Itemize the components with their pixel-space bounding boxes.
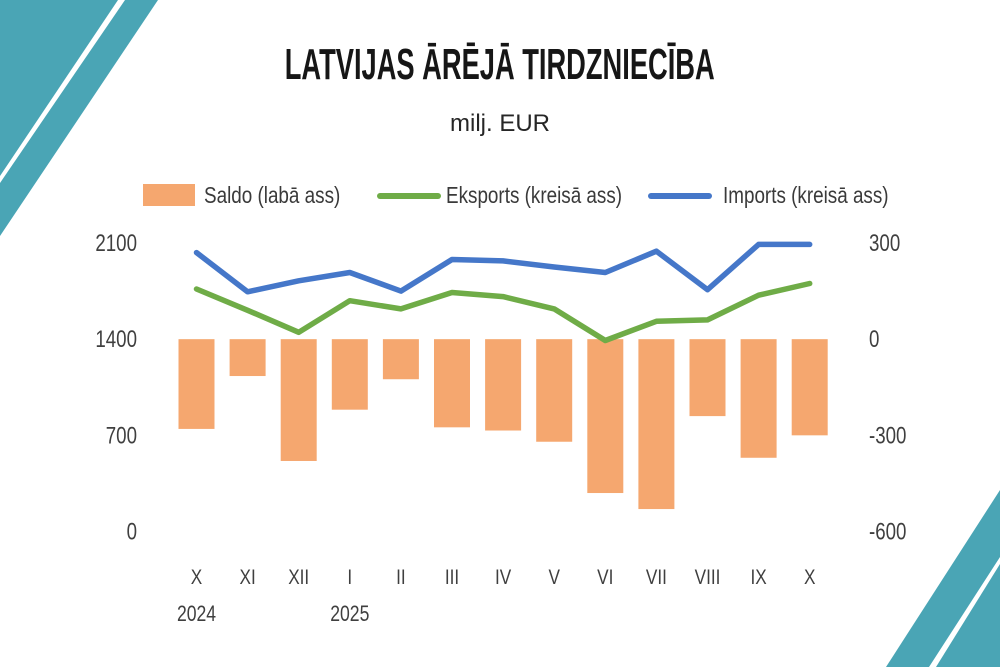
left-axis-tick-700: 700 xyxy=(106,422,137,449)
left-axis-tick-1400: 1400 xyxy=(95,326,137,353)
legend-saldo-label: Saldo (labā ass) xyxy=(204,182,341,208)
right-axis-tick--600: -600 xyxy=(869,518,906,545)
saldo-bar-0 xyxy=(178,339,215,429)
legend-imports-label: Imports (kreisā ass) xyxy=(723,182,889,208)
x-axis-month-5: III xyxy=(445,565,459,589)
x-axis-month-11: IX xyxy=(750,565,766,589)
legend-imports-swatch xyxy=(648,193,712,199)
x-axis-month-2: XII xyxy=(288,565,309,589)
legend-saldo-swatch xyxy=(143,184,195,206)
x-axis-year-2024: 2024 xyxy=(177,602,216,626)
x-axis-year-2025: 2025 xyxy=(330,602,369,626)
x-axis-month-8: VI xyxy=(597,565,613,589)
x-axis-month-12: X xyxy=(804,565,815,589)
eksports-line xyxy=(193,280,813,344)
x-axis-month-6: IV xyxy=(495,565,511,589)
saldo-bar-5 xyxy=(434,339,470,428)
page-title-text: LATVIJAS ĀRĒJĀ TIRDZNIECĪBA xyxy=(285,40,715,89)
saldo-bar-6 xyxy=(485,339,522,431)
left-axis-tick-2100: 2100 xyxy=(95,230,137,257)
legend-eksports-swatch xyxy=(377,193,441,199)
saldo-bar-10 xyxy=(689,339,726,417)
right-axis-tick--300: -300 xyxy=(869,422,906,449)
saldo-bar-9 xyxy=(638,339,675,510)
right-axis-tick-0: 0 xyxy=(869,326,879,353)
x-axis-month-3: I xyxy=(347,565,352,589)
saldo-bar-7 xyxy=(536,339,573,442)
page-subtitle: milj. EUR xyxy=(0,110,1000,138)
saldo-bar-3 xyxy=(331,339,368,410)
x-axis-month-4: II xyxy=(396,565,406,589)
saldo-bar-12 xyxy=(791,339,828,436)
x-axis-month-0: X xyxy=(191,565,202,589)
legend-eksports-label: Eksports (kreisā ass) xyxy=(446,182,623,208)
imports-line xyxy=(193,241,813,295)
right-axis-tick-300: 300 xyxy=(869,230,900,257)
saldo-bar-11 xyxy=(740,339,777,458)
x-axis-month-1: XI xyxy=(239,565,255,589)
left-axis-tick-0: 0 xyxy=(127,518,137,545)
saldo-bar-2 xyxy=(280,339,317,461)
saldo-bar-8 xyxy=(587,339,624,494)
x-axis-month-10: VIII xyxy=(695,565,721,589)
x-axis-month-7: V xyxy=(548,565,559,589)
saldo-bar-4 xyxy=(382,339,419,380)
saldo-bar-1 xyxy=(229,339,266,377)
page-subtitle-text: milj. EUR xyxy=(450,110,550,137)
page-title: LATVIJAS ĀRĒJĀ TIRDZNIECĪBA xyxy=(0,40,1000,90)
x-axis-month-9: VII xyxy=(646,565,667,589)
